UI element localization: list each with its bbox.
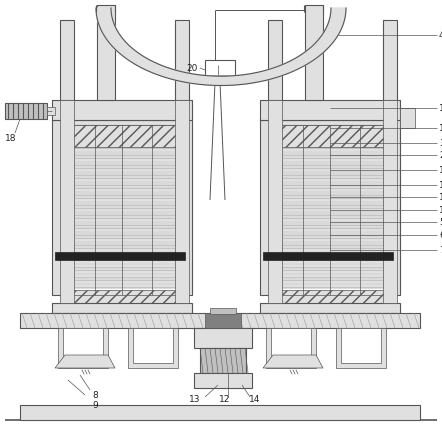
Bar <box>271 328 311 363</box>
Bar <box>175 20 189 100</box>
Bar <box>68 238 176 246</box>
Bar <box>276 280 384 288</box>
Bar <box>55 252 185 260</box>
Bar <box>383 20 397 100</box>
Text: 11: 11 <box>439 166 442 174</box>
Bar <box>63 295 180 303</box>
Bar <box>52 100 192 120</box>
Bar <box>68 188 176 196</box>
Bar <box>260 120 400 295</box>
Bar <box>20 313 420 328</box>
Bar <box>194 328 252 348</box>
Bar <box>52 120 192 295</box>
Bar <box>63 328 103 363</box>
Bar <box>305 5 323 100</box>
Bar <box>205 313 241 328</box>
Text: 3: 3 <box>439 139 442 147</box>
Bar <box>47 107 55 115</box>
Bar <box>68 168 176 176</box>
Polygon shape <box>55 355 115 368</box>
Bar <box>276 188 384 196</box>
Bar <box>68 198 176 206</box>
Bar <box>260 303 400 313</box>
Bar <box>52 303 192 313</box>
Text: 5: 5 <box>439 218 442 226</box>
Text: 17: 17 <box>439 181 442 190</box>
Bar <box>60 20 74 100</box>
Bar <box>68 260 176 268</box>
Text: 19: 19 <box>439 103 442 112</box>
Bar <box>276 238 384 246</box>
Bar <box>68 270 176 278</box>
Bar <box>276 260 384 268</box>
Bar <box>194 373 252 388</box>
Text: 6: 6 <box>439 230 442 239</box>
Bar <box>63 125 180 295</box>
Bar <box>97 5 115 100</box>
Bar <box>68 148 176 156</box>
Bar <box>68 248 176 256</box>
Bar <box>383 100 397 303</box>
Bar <box>68 158 176 166</box>
Bar <box>200 348 246 373</box>
Text: 13: 13 <box>189 396 201 404</box>
Bar <box>68 218 176 226</box>
Text: 2: 2 <box>439 151 442 159</box>
Text: 8: 8 <box>92 391 98 400</box>
Bar <box>263 252 393 260</box>
Bar <box>268 100 282 303</box>
Bar <box>400 108 415 128</box>
Bar <box>266 328 316 368</box>
Bar <box>276 228 384 236</box>
Bar <box>68 125 176 147</box>
Bar <box>276 248 384 256</box>
Text: 1: 1 <box>439 206 442 214</box>
Bar <box>276 125 384 147</box>
Bar <box>20 405 420 420</box>
Bar <box>68 178 176 186</box>
Bar <box>276 178 384 186</box>
Bar <box>276 148 384 156</box>
Text: 10: 10 <box>439 123 442 132</box>
Bar <box>271 295 388 303</box>
Bar <box>68 290 176 302</box>
Bar <box>128 328 178 368</box>
Bar <box>276 290 384 302</box>
Bar <box>271 125 388 295</box>
Bar <box>68 280 176 288</box>
Bar <box>60 100 74 303</box>
Bar <box>5 103 47 119</box>
Text: 14: 14 <box>249 396 261 404</box>
Bar <box>68 208 176 216</box>
Text: 18: 18 <box>5 134 16 143</box>
Bar <box>276 198 384 206</box>
Text: 20: 20 <box>187 63 198 72</box>
Bar <box>276 168 384 176</box>
Bar <box>133 328 173 363</box>
Polygon shape <box>263 355 323 368</box>
Bar <box>336 328 386 368</box>
Bar <box>58 328 108 368</box>
Text: 12: 12 <box>219 396 231 404</box>
Bar <box>175 100 189 303</box>
Text: 7: 7 <box>439 246 442 254</box>
Text: 16: 16 <box>439 193 442 202</box>
Bar <box>268 20 282 100</box>
Bar <box>341 328 381 363</box>
Bar <box>205 60 235 82</box>
Bar <box>276 270 384 278</box>
Text: 4: 4 <box>439 31 442 40</box>
Text: 9: 9 <box>92 401 98 411</box>
Polygon shape <box>96 8 346 86</box>
Bar <box>276 158 384 166</box>
Bar <box>260 100 400 120</box>
Bar <box>68 228 176 236</box>
Bar <box>276 208 384 216</box>
Bar <box>210 308 236 314</box>
Bar <box>276 218 384 226</box>
